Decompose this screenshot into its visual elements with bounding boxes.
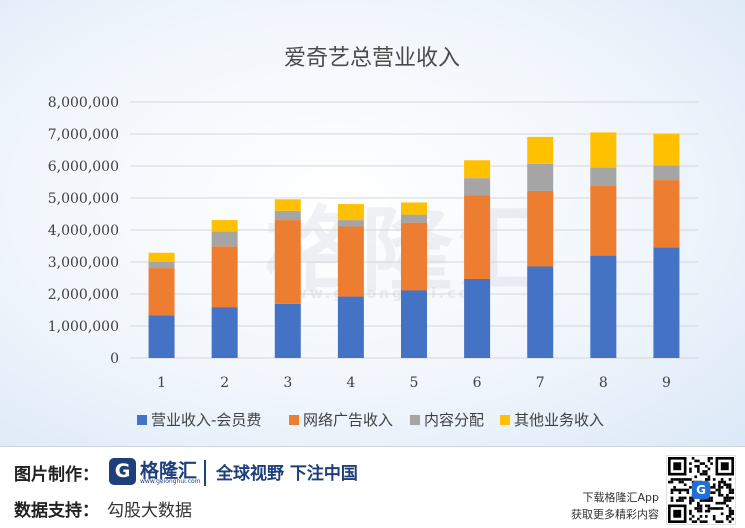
y-tick-label: 7,000,000 [48,127,119,143]
x-tick-label: 7 [536,375,545,391]
y-tick-label: 4,000,000 [48,223,119,239]
bar-segment [590,132,617,168]
bar-segment [527,190,554,267]
download-app-text: 下载格隆汇App [582,491,660,504]
y-tick-label: 8,000,000 [48,95,119,111]
x-tick-label: 3 [283,375,292,391]
x-tick-label: 1 [157,375,166,391]
bar-segment [527,136,554,164]
legend-label: 内容分配 [424,411,484,429]
slogan: 全球视野 下注中国 [216,464,358,484]
bar-segment [464,195,491,279]
legend-swatch [289,415,299,425]
logo-divider [204,460,206,486]
data-source: 勾股大数据 [107,501,192,521]
y-tick-label: 0 [110,351,119,367]
legend-swatch [410,415,420,425]
bar-segment [337,226,364,297]
x-tick-label: 5 [410,375,419,391]
data-support-label: 数据支持： [14,501,99,521]
bar-segment [653,133,680,166]
x-tick-label: 4 [346,375,355,391]
gelonghui-logo-icon: G [109,458,136,485]
bar-segment [274,199,301,211]
y-tick-label: 3,000,000 [48,255,119,271]
logo-name: 格隆汇 [140,460,198,482]
x-tick-label: 8 [599,375,608,391]
bar-segment [211,246,238,308]
footer-divider [0,446,745,447]
x-tick-label: 6 [473,375,482,391]
bar-segment [274,220,301,304]
bar-segment [653,165,680,181]
y-tick-label: 2,000,000 [48,287,119,303]
bar-segment [274,303,301,358]
bar-segment [653,180,680,248]
y-tick-label: 1,000,000 [48,319,119,335]
bar-segment [401,214,427,223]
bar-segment [401,222,427,291]
bar-segment [337,220,364,227]
bar-segment [590,255,617,358]
bar-segment [464,278,491,358]
x-tick-label: 9 [662,375,671,391]
qr-code-icon [668,457,734,523]
footer: 图片制作： G 格隆汇 www.gelonghui.com 全球视野 下注中国 … [0,447,745,528]
chart-title: 爱奇艺总营业收入 [284,46,460,71]
bar-segment [148,252,175,262]
qr-logo-icon: G [692,481,710,499]
bar-segment [211,220,238,232]
legend-swatch [137,415,147,425]
bar-segment [337,204,364,221]
bar-segment [274,210,301,221]
bar-segment [464,178,491,196]
bar-segment [401,202,427,215]
bar-segment [337,296,364,358]
bar-segment [401,290,427,358]
bar-segment [653,247,680,358]
bar-segment [527,266,554,358]
qr-code[interactable]: G [666,455,736,525]
legend-label: 网络广告收入 [303,411,393,429]
bar-segment [590,185,617,256]
bar-segment [148,262,175,269]
chart-area: 格隆汇 www.gelonghui.com 爱奇艺总营业收入01,000,000… [0,0,745,446]
bar-segment [590,167,617,186]
stacked-bar-chart: 爱奇艺总营业收入 0 1,000,000 2,000,000 3,000,000 4,00… [48,46,698,429]
y-tick-label: 6,000,000 [48,159,119,175]
bar-segment [148,315,175,358]
legend-label: 营业收入-会员费 [151,411,261,429]
bar-segment [148,268,175,316]
bar-segment [464,160,491,179]
y-tick-label: 5,000,000 [48,191,119,207]
bar-segment [211,231,238,247]
legend-label: 其他业务收入 [514,411,604,429]
bar-segment [527,163,554,191]
x-tick-label: 2 [220,375,229,391]
more-content-text: 获取更多精彩内容 [571,508,659,521]
bar-segment [211,307,238,358]
legend-swatch [500,415,510,425]
made-by-label: 图片制作： [14,465,99,485]
logo-url: www.gelonghui.com [140,478,201,485]
